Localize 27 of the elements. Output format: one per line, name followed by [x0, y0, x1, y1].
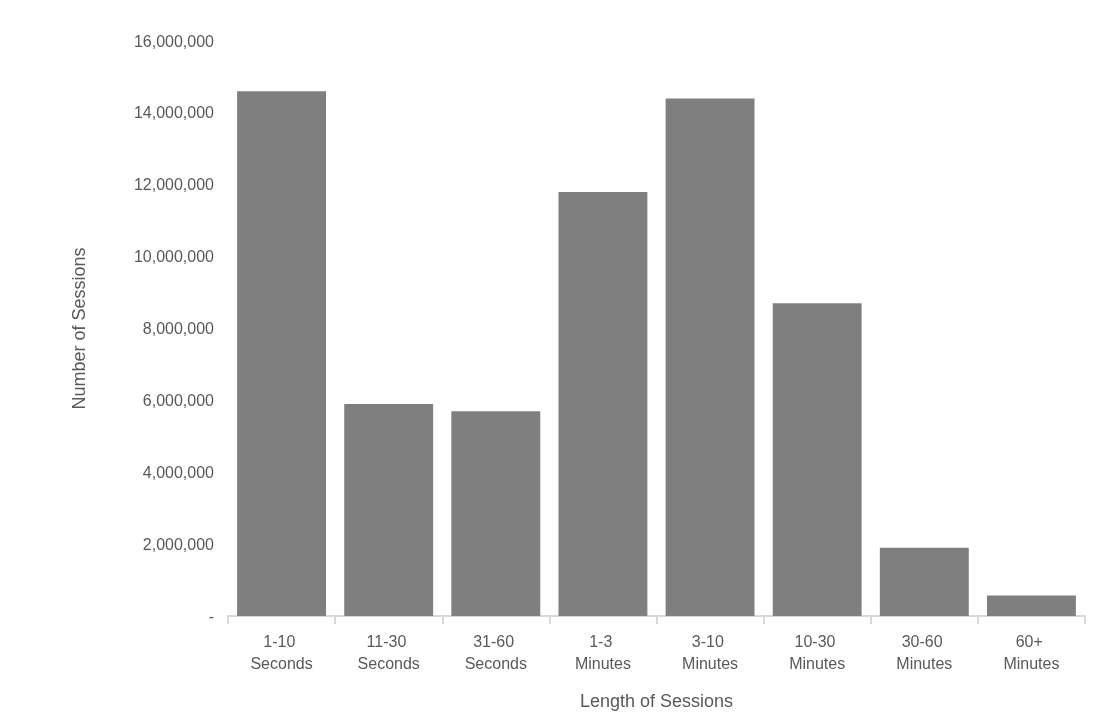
x-tick-label: 31-60 Seconds [464, 632, 527, 672]
x-tick-label: 3-10 Minutes [682, 632, 739, 672]
x-tick-label: 1-3 Minutes [574, 632, 631, 672]
y-tick-label: 4,000,000 [142, 463, 215, 481]
x-tick-label: 60+ Minutes [1003, 632, 1060, 672]
bar [665, 98, 755, 616]
bar [558, 191, 648, 616]
y-tick-label: 14,000,000 [133, 104, 215, 122]
y-tick-label: - [208, 607, 214, 625]
y-axis-title: Number of Sessions [69, 247, 89, 410]
y-tick-label: 12,000,000 [133, 176, 215, 194]
x-tick-label: 11-30 Seconds [357, 632, 420, 672]
y-tick-label: 8,000,000 [142, 320, 215, 337]
y-tick-label: 2,000,000 [142, 535, 215, 553]
bar [772, 303, 862, 616]
x-tick-label: 30-60 Minutes [896, 632, 953, 672]
bar [237, 91, 327, 616]
bar [986, 595, 1076, 616]
y-tick-label: 6,000,000 [142, 391, 215, 409]
x-tick-label: 10-30 Minutes [789, 632, 846, 672]
bar [344, 403, 434, 616]
x-axis-title: Length of Sessions [579, 691, 734, 711]
y-tick-label: 16,000,000 [133, 32, 215, 50]
x-tick-label: 1-10 Seconds [250, 632, 313, 672]
y-tick-label: 10,000,000 [133, 248, 215, 266]
bar [451, 411, 541, 616]
bar [879, 547, 969, 616]
